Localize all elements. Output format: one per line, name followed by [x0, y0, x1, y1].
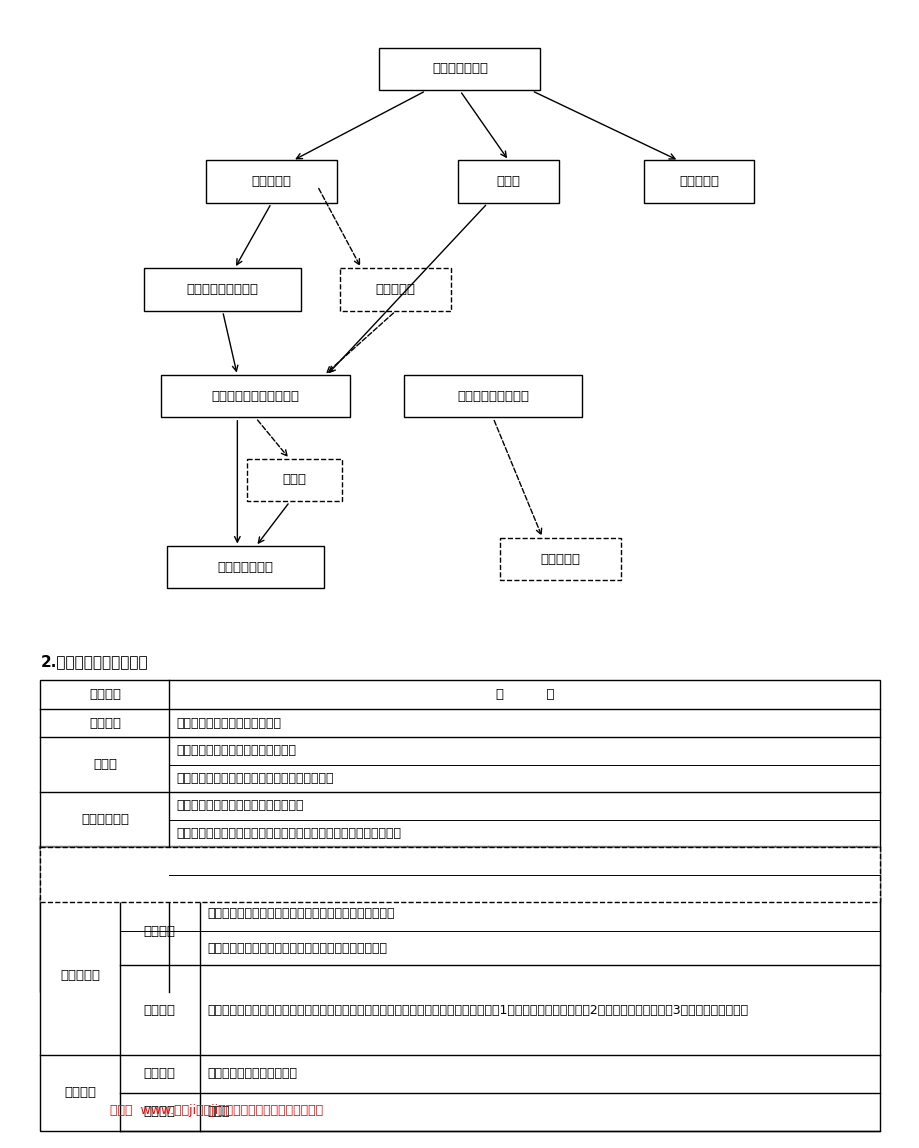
- Text: 全国人大: 全国人大: [89, 716, 120, 730]
- Text: 居委会的变动，由不设区的市或市辖区政府批准: 居委会的变动，由不设区的市或市辖区政府批准: [176, 882, 334, 895]
- Text: 乡、民族乡、镇: 乡、民族乡、镇: [218, 560, 273, 574]
- Text: 省、自治区: 省、自治区: [251, 174, 291, 188]
- Text: 县（旗）、自治县（旗）: 县（旗）、自治县（旗）: [211, 389, 300, 403]
- Text: 国籍的取得: 国籍的取得: [60, 969, 100, 983]
- Text: 继受取得: 继受取得: [143, 1003, 176, 1017]
- Text: 设区的市（自治州）: 设区的市（自治州）: [187, 282, 258, 296]
- Text: 审批机关: 审批机关: [143, 1106, 176, 1118]
- Bar: [40, 897, 879, 1131]
- Text: 批准自治州、县、自治县、市的建置和区域划分: 批准自治州、县、自治县、市的建置和区域划分: [176, 771, 334, 785]
- Bar: [206, 160, 336, 202]
- Bar: [340, 269, 451, 310]
- Text: 申请机关: 申请机关: [143, 1068, 176, 1080]
- Text: 地区（盟）: 地区（盟）: [375, 282, 415, 296]
- Text: 直辖市: 直辖市: [496, 174, 520, 188]
- Text: 处理机关: 处理机关: [64, 1086, 96, 1100]
- Text: 特别行政区: 特别行政区: [678, 174, 719, 188]
- Bar: [404, 374, 582, 417]
- Text: 决定乡、民族乡、镇的建置和区域划分: 决定乡、民族乡、镇的建置和区域划分: [176, 799, 304, 813]
- Text: 中华人民共和国: 中华人民共和国: [432, 62, 487, 76]
- Text: 3.　中国公民——国籍的取得: 3. 中国公民——国籍的取得: [40, 869, 191, 887]
- Text: 批准省、自治区、直辖市的区域划分: 批准省、自治区、直辖市的区域划分: [176, 744, 296, 758]
- Text: 法家网  www.法家ji中国ji代表加成免费司法考资料网站。: 法家网 www.法家ji中国ji代表加成免费司法考资料网站。: [110, 1103, 323, 1117]
- Text: 申请加入中国国籍的前提：愿意遵守中国客法和法律；自愿；并且符合下列条件之一：（1）中国公民的近亲属；（2）本人定居在中国；（3）有其他正当理由。: 申请加入中国国籍的前提：愿意遵守中国客法和法律；自愿；并且符合下列条件之一：（1…: [207, 1003, 747, 1017]
- Bar: [458, 160, 559, 202]
- Text: 权          限: 权 限: [495, 688, 553, 701]
- Bar: [643, 160, 754, 202]
- Text: 街道办事处: 街道办事处: [539, 552, 580, 566]
- Bar: [167, 546, 323, 588]
- Bar: [499, 537, 620, 580]
- Bar: [380, 48, 540, 90]
- Text: 国务院: 国务院: [93, 758, 117, 771]
- Bar: [144, 269, 301, 310]
- Text: 出生取得: 出生取得: [143, 924, 176, 938]
- Bar: [40, 847, 879, 902]
- Text: 区公所: 区公所: [282, 473, 306, 487]
- Text: 审批机关: 审批机关: [89, 688, 120, 701]
- Text: 批准省、自治区和直辖市的设置: 批准省、自治区和直辖市的设置: [176, 716, 281, 730]
- Text: 村委会的变动，由乡级政府提议，村民会议同意，县政府批准: 村委会的变动，由乡级政府提议，村民会议同意，县政府批准: [176, 854, 379, 868]
- Text: 不设区的市、市辖区: 不设区的市、市辖区: [457, 389, 528, 403]
- Text: 村委会的变动，由乡级政府提议，村民会议同意，县政府批准: 村委会的变动，由乡级政府提议，村民会议同意，县政府批准: [176, 854, 379, 868]
- Text: 2.　中国的行政区划变更: 2. 中国的行政区划变更: [40, 653, 148, 669]
- Text: 公安部: 公安部: [207, 1106, 229, 1118]
- Text: 居委会的变动，由不设区的市或市辖区政府批准: 居委会的变动，由不设区的市或市辖区政府批准: [176, 882, 334, 895]
- Text: 省级人民政府: 省级人民政府: [81, 813, 129, 827]
- Text: 县级政府: 县级政府: [89, 868, 120, 882]
- Text: 县级政府: 县级政府: [89, 868, 120, 882]
- Text: 三种方式：血统主义；出生地主义；出生与血统相结合。: 三种方式：血统主义；出生地主义；出生与血统相结合。: [207, 907, 394, 921]
- Text: 根据国务院的授权，审批县、市、市辖区的部分行政区域界限的变更: 根据国务院的授权，审批县、市、市辖区的部分行政区域界限的变更: [176, 827, 402, 840]
- Bar: [162, 374, 350, 417]
- Bar: [40, 680, 879, 992]
- Text: 在国内为当地市、县公安局: 在国内为当地市、县公安局: [207, 1068, 297, 1080]
- Text: 中国：不承认双重国籍；血统主义为主，出生地为辅。: 中国：不承认双重国籍；血统主义为主，出生地为辅。: [207, 941, 387, 955]
- Bar: [246, 458, 342, 501]
